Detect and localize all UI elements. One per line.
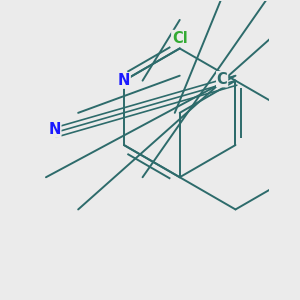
Text: C: C: [217, 72, 227, 87]
Text: Cl: Cl: [172, 31, 188, 46]
Text: N: N: [49, 122, 61, 137]
Text: N: N: [118, 73, 130, 88]
